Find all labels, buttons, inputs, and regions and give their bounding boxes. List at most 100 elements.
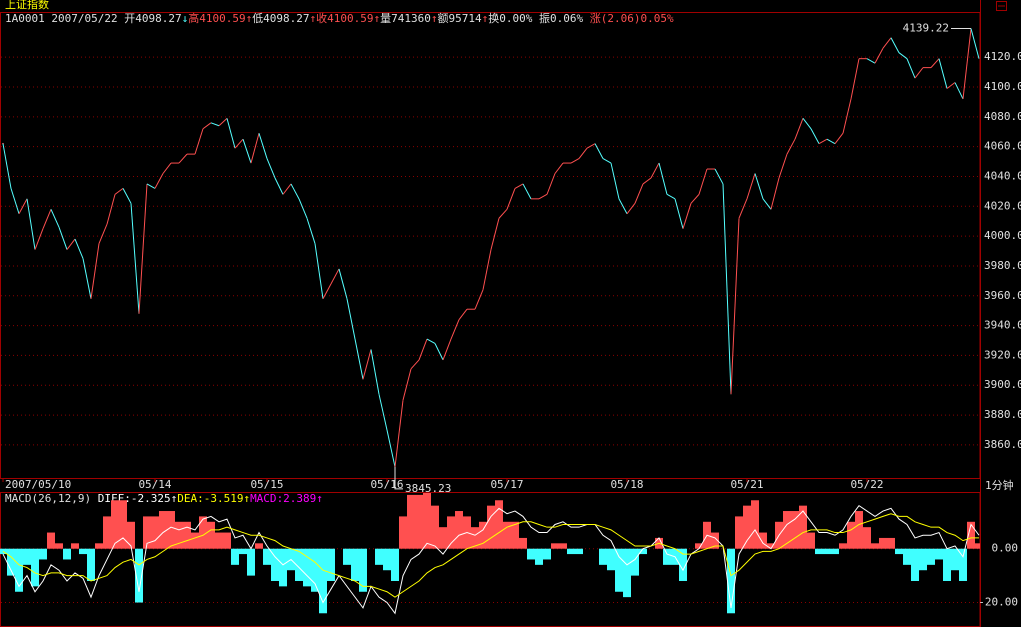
macd-title: MACD(26,12,9) [5, 492, 98, 505]
price-segment [882, 37, 892, 49]
macd-bar [407, 494, 415, 549]
macd-bar [223, 532, 231, 549]
header-item: 换0.00% [488, 11, 539, 25]
price-segment [346, 298, 356, 340]
price-segment [98, 224, 108, 244]
legend-value: :-2.325↑ [124, 492, 177, 505]
price-segment [834, 132, 844, 144]
macd-bar [7, 548, 15, 576]
price-segment [778, 153, 788, 179]
y-tick-label: 3940.00 [984, 319, 1021, 332]
price-frame [0, 12, 981, 479]
macd-bar [831, 548, 839, 555]
price-segment [658, 162, 668, 195]
price-segment [234, 138, 244, 149]
macd-bar [839, 543, 847, 549]
macd-bar [903, 548, 911, 565]
macd-bar [607, 548, 615, 571]
macd-bar [791, 511, 799, 549]
macd-bar [799, 505, 807, 549]
x-tick-label: 05/15 [250, 478, 283, 491]
macd-bar [967, 521, 975, 549]
macd-bar [215, 532, 223, 549]
price-segment [210, 122, 220, 127]
price-segment [818, 138, 828, 145]
price-segment [754, 173, 764, 199]
y-tick-label: 4020.00 [984, 199, 1021, 212]
price-segment [578, 147, 588, 159]
macd-bar [727, 548, 735, 614]
price-segment [202, 122, 212, 130]
price-segment [354, 338, 364, 380]
header-item: 涨(2.06)0.05% [590, 12, 674, 25]
macd-bar [615, 548, 623, 592]
window-icon[interactable] [996, 1, 1007, 11]
price-segment [418, 338, 428, 361]
period-label: 1分钟 [985, 478, 1014, 492]
macd-bar [415, 494, 423, 549]
macd-bar [495, 500, 503, 549]
price-segment [650, 162, 660, 179]
header-item: 量741360 [380, 12, 431, 25]
macd-bar [247, 548, 255, 576]
macd-bar [343, 548, 351, 565]
y-tick-label: 4060.00 [984, 140, 1021, 153]
macd-bar [695, 543, 703, 549]
header-item: ↑ [431, 12, 438, 25]
macd-bar [535, 548, 543, 565]
y-tick-label: 3980.00 [984, 259, 1021, 272]
price-segment [34, 228, 44, 250]
macd-bar [639, 548, 647, 555]
macd-bar [439, 527, 447, 549]
price-segment [962, 28, 972, 99]
price-segment [770, 177, 780, 210]
price-segment [938, 58, 948, 89]
price-segment [810, 128, 820, 144]
macd-bar [191, 532, 199, 549]
y-tick-label: 4080.00 [984, 110, 1021, 123]
price-segment [394, 400, 404, 467]
price-segment [442, 338, 452, 361]
macd-bar [927, 548, 935, 565]
price-segment [954, 82, 964, 100]
macd-bar [87, 548, 95, 581]
header-item: 高4100.59 [188, 11, 245, 25]
macd-bar [255, 543, 263, 549]
price-segment [274, 177, 284, 195]
macd-bar [63, 548, 71, 560]
macd-bar [151, 516, 159, 549]
y-tick-label: 4100.00 [984, 80, 1021, 93]
price-segment [10, 188, 20, 214]
price-segment [698, 168, 708, 195]
price-segment [114, 188, 124, 195]
price-segment [194, 128, 204, 155]
macd-bar [127, 521, 135, 549]
y-tick-label: 4120.00 [984, 50, 1021, 63]
price-segment [290, 183, 300, 200]
price-segment [586, 143, 596, 149]
y-tick-label: 4040.00 [984, 169, 1021, 182]
macd-bar [311, 548, 319, 592]
y-tick-label: -20.00 [978, 596, 1018, 609]
price-segment [626, 203, 636, 215]
macd-bar [159, 511, 167, 549]
macd-bar [631, 548, 639, 576]
macd-bar [383, 548, 391, 571]
macd-bar [295, 548, 303, 581]
macd-line [2, 504, 980, 615]
x-tick-label: 2007/05/10 [5, 478, 71, 491]
price-segment [146, 183, 156, 189]
macd-bar [623, 548, 631, 598]
price-segment [906, 58, 916, 79]
price-segment [370, 349, 380, 395]
macd-bar [599, 548, 607, 565]
y-tick-label: 3920.00 [984, 348, 1021, 361]
macd-bar [199, 516, 207, 549]
macd-bar [919, 548, 927, 571]
price-segment [410, 359, 420, 370]
price-segment [634, 183, 644, 204]
macd-bar [503, 521, 511, 549]
macd-bar [231, 548, 239, 565]
macd-bar [679, 548, 687, 581]
price-segment [714, 168, 724, 185]
